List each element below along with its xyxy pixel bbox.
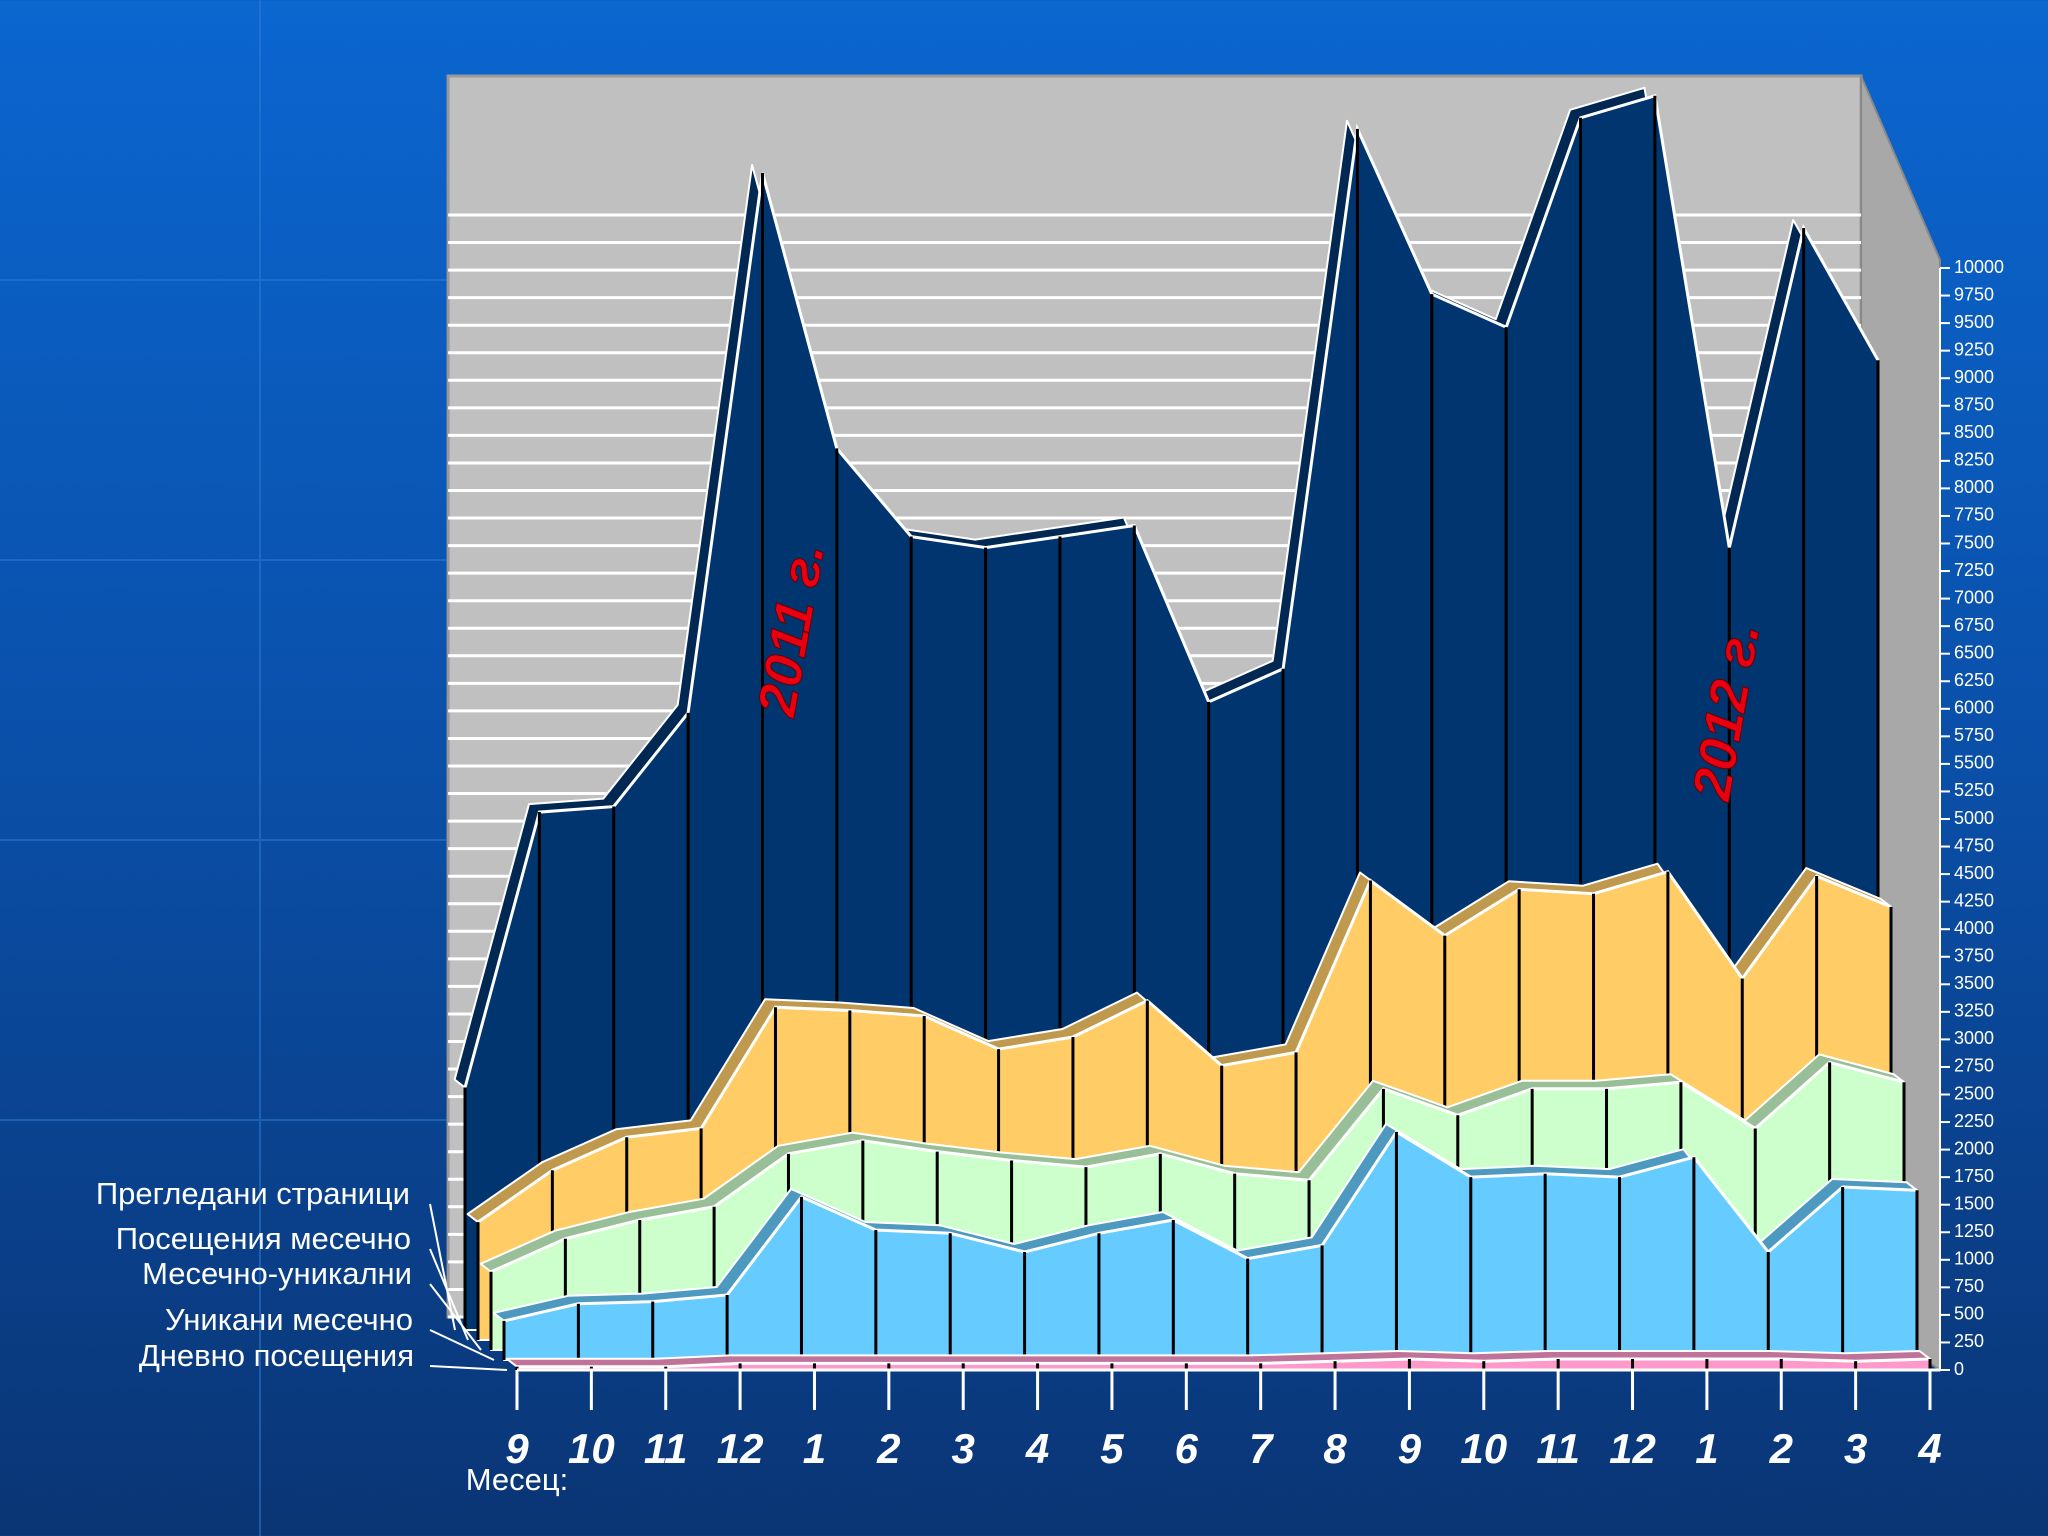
y-tick-label: 3000: [1954, 1028, 1994, 1048]
x-tick-label: 6: [1175, 1425, 1199, 1472]
y-tick-label: 9750: [1954, 284, 1994, 304]
x-tick-label: 12: [1609, 1425, 1656, 1472]
y-tick-label: 7000: [1954, 587, 1994, 607]
y-tick-label: 1750: [1954, 1166, 1994, 1186]
y-tick-label: 8500: [1954, 422, 1994, 442]
x-tick-label: 3: [952, 1425, 975, 1472]
legend-label: Уникани месечно: [165, 1302, 413, 1337]
y-tick-label: 8250: [1954, 450, 1994, 470]
legend-leader: [429, 1283, 482, 1351]
x-tick-label: 11: [644, 1425, 688, 1472]
y-tick-label: 7750: [1954, 505, 1994, 525]
y-tick-label: 5250: [1954, 780, 1994, 800]
y-tick-label: 3250: [1954, 1001, 1994, 1021]
area-line: [517, 1357, 1931, 1369]
x-tick-label: 8: [1323, 1425, 1347, 1472]
y-tick-label: 250: [1954, 1331, 1984, 1351]
y-tick-label: 9250: [1954, 339, 1994, 359]
y-tick-label: 4000: [1954, 918, 1994, 938]
y-tick-label: 1500: [1954, 1193, 1994, 1213]
legend-leader: [429, 1203, 456, 1331]
x-tick-label: 11: [1536, 1425, 1580, 1472]
x-tick-label: 12: [717, 1425, 764, 1472]
x-axis-label: Месец:: [466, 1462, 569, 1497]
y-tick-label: 5500: [1954, 753, 1994, 773]
legend-leader: [429, 1365, 508, 1371]
x-tick-label: 2: [876, 1425, 900, 1472]
y-tick-label: 2750: [1954, 1056, 1994, 1076]
area-line: [503, 1129, 1918, 1323]
x-tick-label: 1: [1695, 1425, 1718, 1472]
x-tick-label: 5: [1100, 1425, 1124, 1472]
y-tick-label: 2000: [1954, 1138, 1994, 1158]
x-tick-label: 9: [505, 1425, 529, 1472]
y-tick-label: 8000: [1954, 477, 1994, 497]
area-line: [463, 93, 1880, 1088]
area-line: [490, 1060, 1905, 1274]
x-tick-label: 4: [1025, 1425, 1049, 1472]
y-tick-label: 3750: [1954, 946, 1994, 966]
y-tick-label: 6000: [1954, 698, 1994, 718]
area-line: [477, 869, 1892, 1224]
x-tick-label: 4: [1917, 1425, 1941, 1472]
y-tick-label: 4500: [1954, 863, 1994, 883]
y-tick-label: 6500: [1954, 642, 1994, 662]
x-tick-label: 3: [1844, 1425, 1867, 1472]
y-tick-label: 2250: [1954, 1111, 1994, 1131]
y-tick-label: 8750: [1954, 395, 1994, 415]
x-tick-label: 10: [568, 1425, 615, 1472]
y-tick-label: 3500: [1954, 973, 1994, 993]
y-tick-label: 10000: [1954, 257, 2004, 277]
background-lines: [0, 0, 460, 1536]
y-tick-label: 6250: [1954, 670, 1994, 690]
y-tick-label: 5750: [1954, 725, 1994, 745]
y-tick-label: 7250: [1954, 560, 1994, 580]
x-tick-label: 1: [803, 1425, 826, 1472]
x-tick-label: 9: [1398, 1425, 1422, 1472]
y-tick-label: 1000: [1954, 1249, 1994, 1269]
y-tick-label: 9000: [1954, 367, 1994, 387]
y-tick-label: 4750: [1954, 835, 1994, 855]
y-tick-label: 0: [1954, 1359, 1964, 1379]
y-tick-label: 1250: [1954, 1221, 1994, 1241]
y-tick-label: 4250: [1954, 890, 1994, 910]
x-tick-label: 7: [1249, 1425, 1274, 1472]
legend-label: Посещения месечно: [116, 1221, 411, 1256]
legend-label: Дневно посещения: [139, 1338, 414, 1373]
y-tick-label: 750: [1954, 1276, 1984, 1296]
y-tick-label: 2500: [1954, 1083, 1994, 1103]
x-tick-label: 2: [1769, 1425, 1793, 1472]
y-tick-label: 7500: [1954, 532, 1994, 552]
y-tick-label: 9500: [1954, 312, 1994, 332]
x-tick-label: 10: [1460, 1425, 1507, 1472]
y-tick-label: 6750: [1954, 615, 1994, 635]
y-tick-label: 5000: [1954, 808, 1994, 828]
legend-leader: [429, 1329, 495, 1361]
legend-label: Прегледани страници: [96, 1176, 410, 1211]
y-tick-label: 500: [1954, 1304, 1984, 1324]
legend-label: Месечно-уникални: [142, 1256, 412, 1291]
